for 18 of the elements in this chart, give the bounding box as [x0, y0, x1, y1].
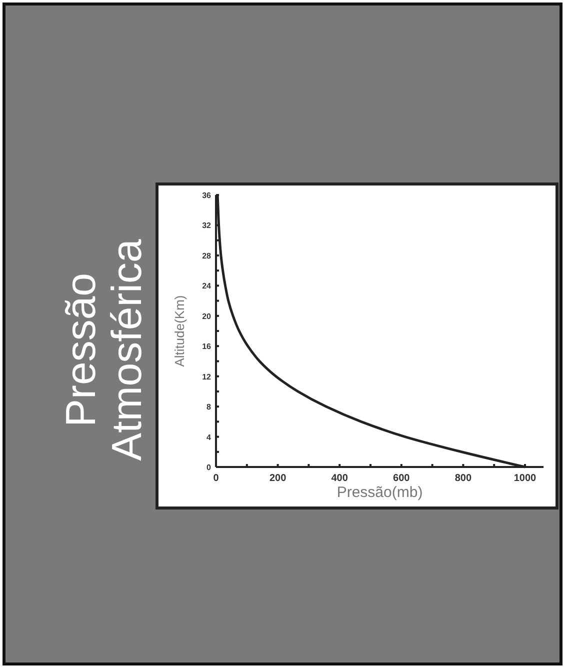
y-tick-label: 32 [202, 221, 212, 230]
y-tick-label: 0 [206, 463, 212, 472]
x-tick-label: 400 [331, 473, 348, 484]
y-tick-label: 24 [202, 282, 212, 291]
y-axis-title: Altitude(Km) [172, 295, 187, 367]
y-tick-label: 12 [202, 372, 212, 382]
x-tick-label: 800 [454, 473, 472, 484]
x-tick-label: 200 [269, 473, 287, 484]
x-tick-label: 1000 [514, 473, 537, 484]
y-tick-label: 8 [206, 402, 212, 412]
y-tick-label: 28 [202, 251, 212, 260]
y-tick-label: 4 [206, 432, 212, 442]
y-tick-label: 16 [202, 342, 212, 352]
y-tick-label: 36 [202, 191, 212, 200]
x-tick-label: 600 [393, 473, 410, 484]
x-axis-title: Pressão(mb) [336, 484, 423, 501]
y-tick-label: 20 [202, 312, 212, 321]
text: Pressão Atmosférica [57, 238, 150, 461]
